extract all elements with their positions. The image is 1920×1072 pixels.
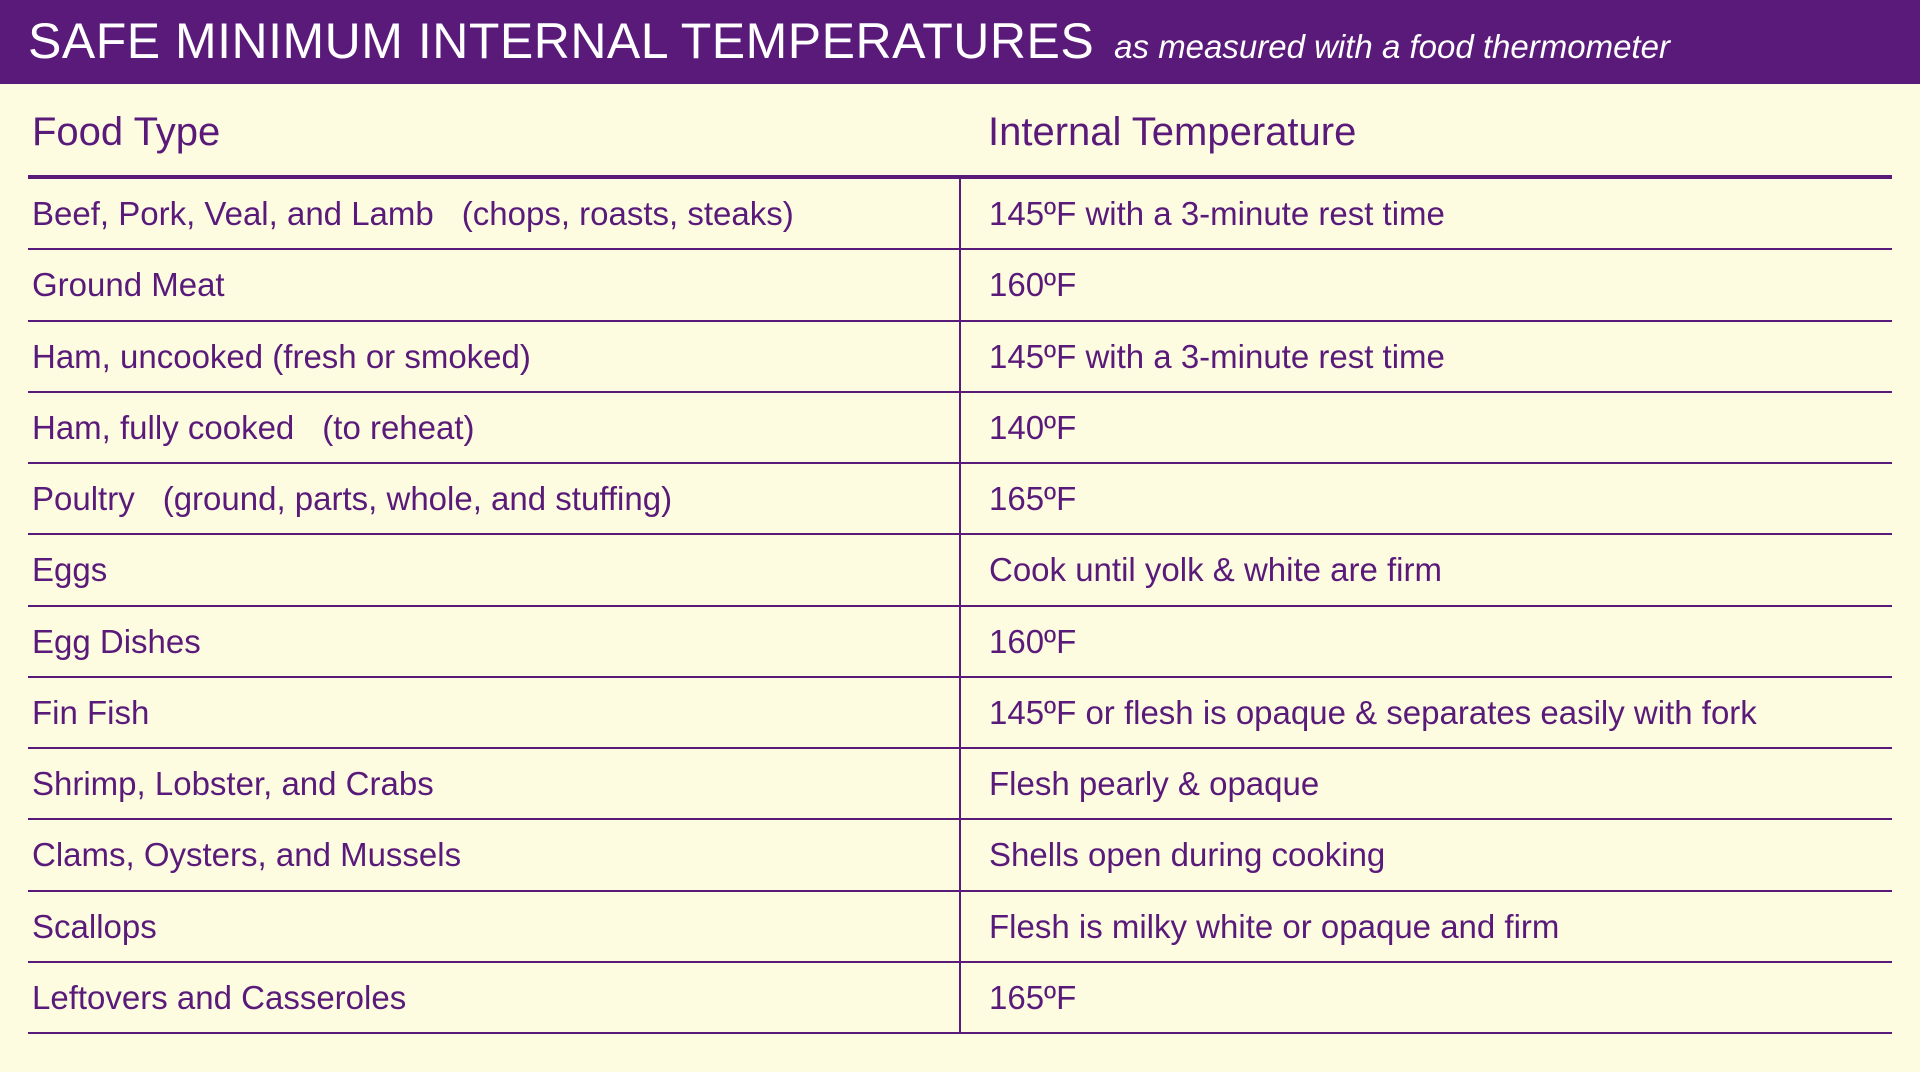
temperature-cell: 165ºF [960,962,1892,1033]
food-type-label: Fin Fish [32,694,149,731]
table-container: Food Type Internal Temperature Beef, Por… [0,84,1920,1034]
table-header-row: Food Type Internal Temperature [28,102,1892,177]
food-type-detail: (ground, parts, whole, and stuffing) [163,480,672,517]
header-title: SAFE MINIMUM INTERNAL TEMPERATURES [28,12,1094,70]
food-type-label: Beef, Pork, Veal, and Lamb [32,195,434,232]
food-type-cell: Scallops [28,891,960,962]
food-type-cell: Leftovers and Casseroles [28,962,960,1033]
food-type-cell: Eggs [28,534,960,605]
table-row: Shrimp, Lobster, and Crabs Flesh pearly &… [28,748,1892,819]
food-type-cell: Shrimp, Lobster, and Crabs [28,748,960,819]
temperature-cell: Cook until yolk & white are firm [960,534,1892,605]
food-type-label: Leftovers and Casseroles [32,979,406,1016]
column-header-food: Food Type [28,102,960,177]
food-type-label: Clams, Oysters, and Mussels [32,836,461,873]
food-type-cell: Clams, Oysters, and Mussels [28,819,960,890]
table-row: Leftovers and Casseroles 165ºF [28,962,1892,1033]
table-row: Ham, fully cooked (to reheat) 140ºF [28,392,1892,463]
table-row: Ham, uncooked (fresh or smoked) 145ºF wit… [28,321,1892,392]
food-type-cell: Ham, fully cooked (to reheat) [28,392,960,463]
food-type-cell: Ground Meat [28,249,960,320]
table-row: Egg Dishes 160ºF [28,606,1892,677]
food-type-label: Ham, fully cooked [32,409,294,446]
food-type-cell: Egg Dishes [28,606,960,677]
temperature-cell: 140ºF [960,392,1892,463]
food-type-label: Egg Dishes [32,623,201,660]
table-row: Fin Fish 145ºF or flesh is opaque & separ… [28,677,1892,748]
header-bar: SAFE MINIMUM INTERNAL TEMPERATURES as me… [0,0,1920,84]
temperature-table: Food Type Internal Temperature Beef, Por… [28,102,1892,1034]
food-type-cell: Beef, Pork, Veal, and Lamb (chops, roasts… [28,177,960,249]
food-type-label: Ham, uncooked (fresh or smoked) [32,338,531,375]
temperature-cell: 145ºF with a 3-minute rest time [960,321,1892,392]
temperature-cell: Flesh pearly & opaque [960,748,1892,819]
food-type-label: Scallops [32,908,157,945]
table-row: Scallops Flesh is milky white or opaque a… [28,891,1892,962]
food-type-label: Ground Meat [32,266,225,303]
food-type-detail: (chops, roasts, steaks) [462,195,794,232]
food-type-label: Eggs [32,551,107,588]
food-type-cell: Poultry (ground, parts, whole, and stuffi… [28,463,960,534]
food-type-detail: (to reheat) [322,409,474,446]
food-type-cell: Fin Fish [28,677,960,748]
temperature-cell: 165ºF [960,463,1892,534]
table-row: Eggs Cook until yolk & white are firm [28,534,1892,605]
temperature-cell: 160ºF [960,606,1892,677]
food-type-label: Poultry [32,480,135,517]
column-header-temp: Internal Temperature [960,102,1892,177]
food-type-label: Shrimp, Lobster, and Crabs [32,765,434,802]
header-subtitle: as measured with a food thermometer [1114,28,1670,66]
temperature-cell: Shells open during cooking [960,819,1892,890]
temperature-cell: 160ºF [960,249,1892,320]
temperature-cell: Flesh is milky white or opaque and firm [960,891,1892,962]
table-row: Poultry (ground, parts, whole, and stuffi… [28,463,1892,534]
temperature-cell: 145ºF or flesh is opaque & separates eas… [960,677,1892,748]
food-type-cell: Ham, uncooked (fresh or smoked) [28,321,960,392]
temperature-cell: 145ºF with a 3-minute rest time [960,177,1892,249]
table-row: Ground Meat 160ºF [28,249,1892,320]
table-row: Clams, Oysters, and Mussels Shells open d… [28,819,1892,890]
table-row: Beef, Pork, Veal, and Lamb (chops, roasts… [28,177,1892,249]
